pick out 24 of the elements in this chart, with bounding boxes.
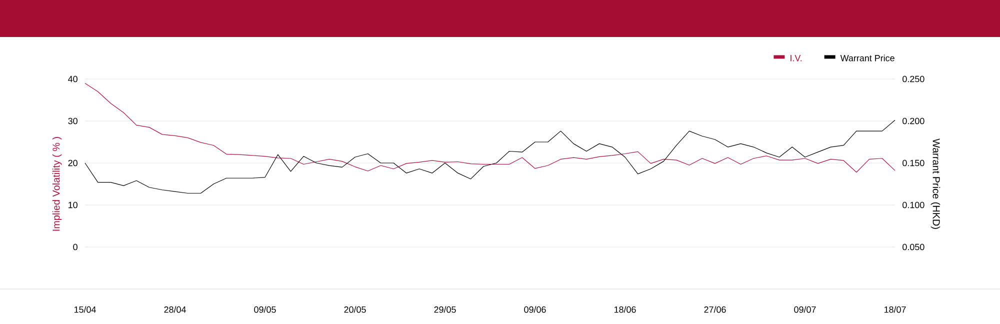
x-tick-label: 27/06	[704, 306, 726, 313]
y-tick-label: 40	[68, 76, 78, 82]
y2-axis-title: Warrant Price (HKD)	[930, 138, 940, 229]
legend-label: I.V.	[790, 55, 802, 62]
x-tick-label: 09/06	[524, 306, 546, 313]
y2-tick-label: 0.100	[902, 202, 924, 208]
legend-label: Warrant Price	[840, 54, 894, 62]
y-tick-label: 30	[68, 118, 78, 124]
y2-tick-label: 0.200	[902, 118, 924, 124]
y2-tick-label: 0.250	[902, 76, 924, 82]
x-tick-label: 09/05	[254, 306, 276, 313]
x-tick-label: 15/04	[74, 306, 96, 313]
y-axis-title: Implied Volatility ( % )	[52, 137, 62, 231]
y-tick-label: 0	[73, 244, 78, 250]
x-tick-label: 18/07	[884, 306, 906, 313]
y-tick-label: 20	[68, 160, 78, 166]
x-tick-label: 18/06	[614, 306, 636, 313]
x-tick-label: 29/05	[434, 306, 456, 313]
y-tick-label: 10	[68, 202, 78, 208]
y2-tick-label: 0.150	[902, 160, 924, 166]
x-tick-label: 20/05	[344, 306, 366, 313]
x-tick-label: 09/07	[794, 306, 816, 313]
x-tick-label: 28/04	[164, 306, 186, 313]
y2-tick-label: 0.050	[902, 244, 924, 250]
